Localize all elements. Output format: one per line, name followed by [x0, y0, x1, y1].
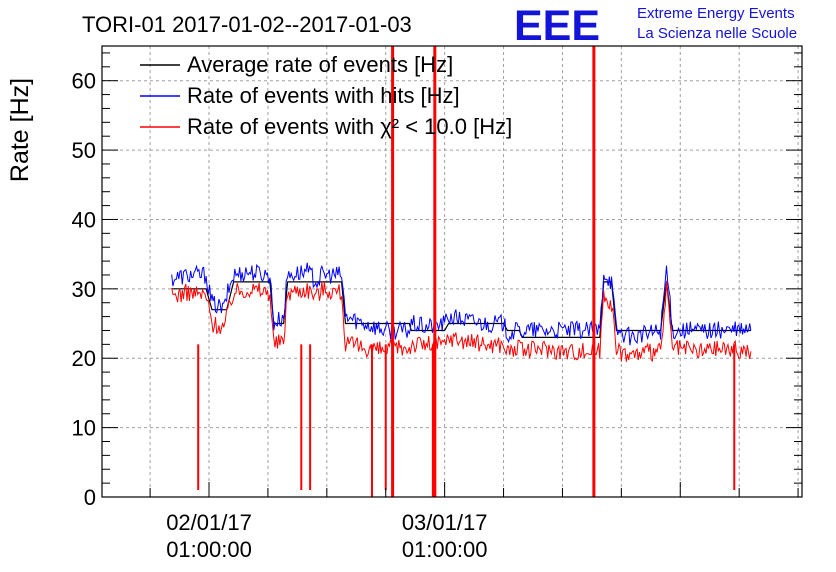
- y-tick-label: 40: [72, 207, 96, 232]
- y-tick-label: 30: [72, 277, 96, 302]
- logo-line2: La Scienza nelle Scuole: [637, 25, 797, 42]
- y-axis-label: Rate [Hz]: [6, 78, 34, 182]
- x-tick-label-date: 02/01/17: [166, 510, 252, 535]
- logo-mark: EEE: [514, 2, 600, 50]
- x-tick-label-time: 01:00:00: [166, 537, 252, 562]
- legend: Average rate of events [Hz] Rate of event…: [140, 52, 512, 139]
- legend-label-1: Rate of events with hits [Hz]: [187, 83, 460, 108]
- series-line-2: [171, 280, 752, 363]
- y-tick-label: 60: [72, 69, 96, 94]
- legend-label-0: Average rate of events [Hz]: [187, 52, 453, 77]
- plot-frame: [101, 45, 803, 498]
- chart-title: TORI-01 2017-01-02--2017-01-03: [82, 12, 412, 37]
- axes: 010203040506002/01/1701:00:0003/01/1701:…: [72, 52, 802, 562]
- grid: [102, 46, 802, 498]
- legend-label-2: Rate of events with χ² < 10.0 [Hz]: [187, 114, 512, 139]
- series-layer: [171, 46, 752, 497]
- logo-line1: Extreme Energy Events: [637, 5, 795, 22]
- y-tick-label: 50: [72, 138, 96, 163]
- x-tick-label-date: 03/01/17: [402, 510, 488, 535]
- y-tick-label: 0: [84, 485, 96, 510]
- series-line-0: [171, 281, 751, 338]
- y-tick-label: 20: [72, 346, 96, 371]
- y-tick-label: 10: [72, 416, 96, 441]
- eee-logo: EEE Extreme Energy Events La Scienza nel…: [514, 2, 797, 50]
- series-line-1: [171, 262, 752, 346]
- x-tick-label-time: 01:00:00: [402, 537, 488, 562]
